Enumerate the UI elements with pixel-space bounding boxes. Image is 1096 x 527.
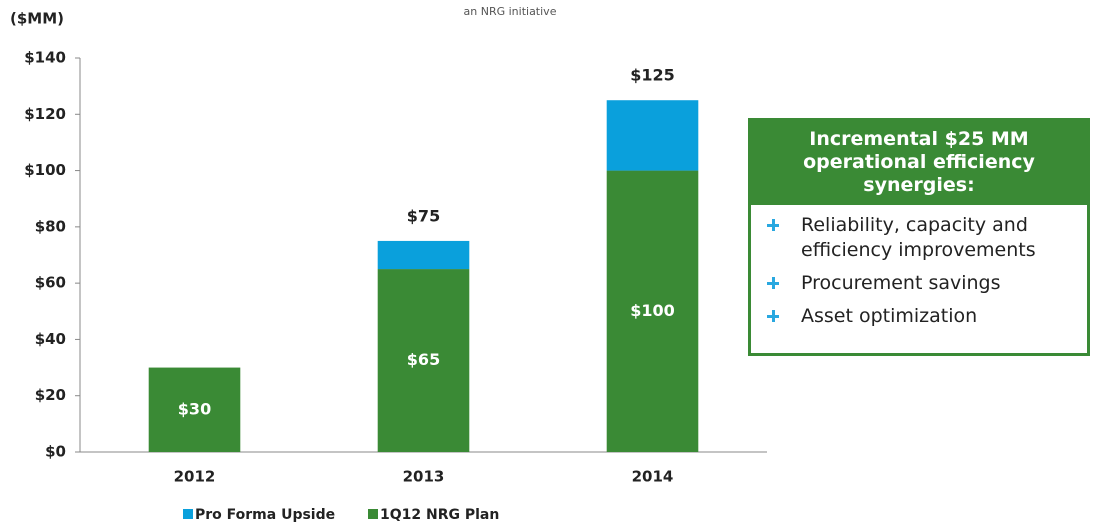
subtitle: an NRG initiative [464,5,557,18]
total-label: $75 [407,206,440,225]
bar-segment [377,269,470,452]
callout-title: Incremental $25 MM operational efficienc… [751,118,1087,205]
callout: Incremental $25 MM operational efficienc… [748,118,1090,356]
callout-item: Asset optimization [763,304,1081,329]
y-tick-label: $140 [24,49,66,67]
callout-item: Reliability, capacity and efficiency imp… [763,213,1081,263]
legend-swatch [183,509,193,519]
y-tick-label: $20 [35,386,66,404]
data-label: $65 [407,350,440,369]
y-tick-label: $60 [35,274,66,292]
legend-swatch [368,509,378,519]
data-label: $30 [178,399,211,418]
x-tick-label: 2013 [403,468,445,486]
legend-label: Pro Forma Upside [195,507,335,523]
y-tick-label: $40 [35,330,66,348]
data-label: $100 [630,301,675,320]
bar-segment [606,170,699,453]
bar-segment [148,367,241,452]
callout-item: Procurement savings [763,271,1081,296]
y-tick-label: $120 [24,105,66,123]
y-tick-label: $100 [24,161,66,179]
total-label: $125 [630,66,675,85]
y-tick-label: $80 [35,217,66,235]
bar-segment [606,100,699,171]
bar-segment [377,240,470,270]
x-tick-label: 2014 [632,468,674,486]
y-tick-label: $0 [45,443,66,461]
y-axis-label: ($MM) [10,10,64,28]
callout-list: Reliability, capacity and efficiency imp… [751,213,1087,329]
x-tick-label: 2012 [174,468,216,486]
legend-label: 1Q12 NRG Plan [380,507,499,523]
